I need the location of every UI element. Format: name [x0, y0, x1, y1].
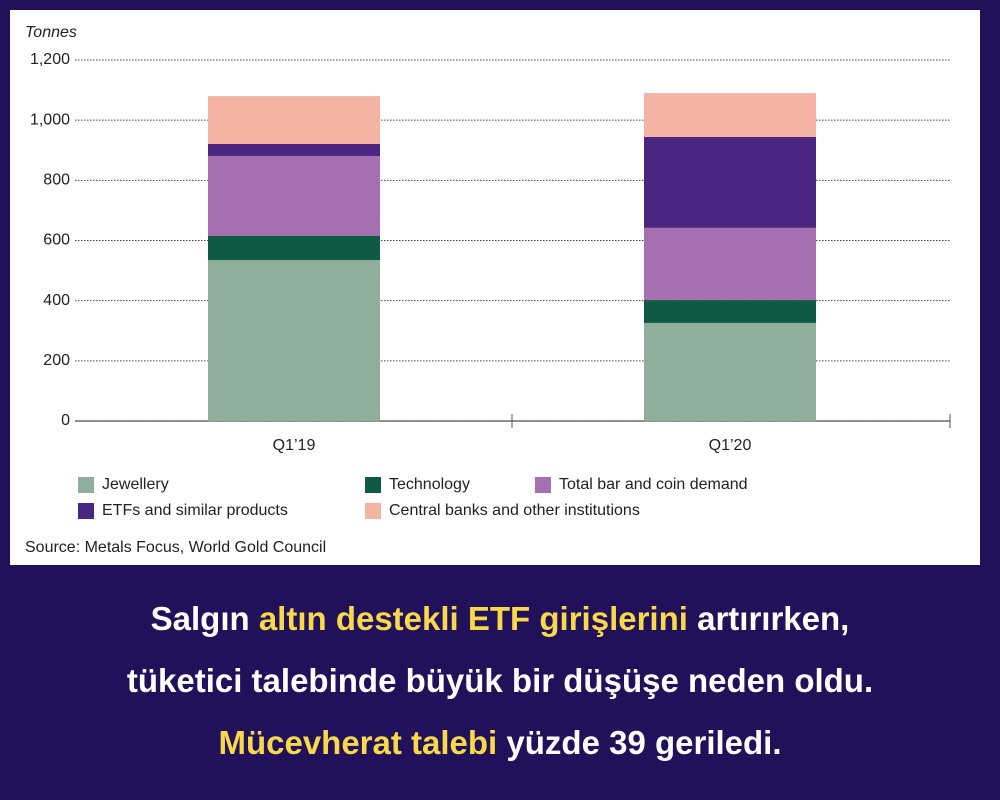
caption-run: altın destekli ETF girişlerini [258, 600, 688, 637]
legend-label: ETFs and similar products [102, 502, 288, 519]
legend-swatch [365, 477, 381, 493]
bar-segment [644, 137, 816, 228]
bar-segment [208, 143, 380, 156]
legend-label: Central banks and other institutions [389, 502, 640, 519]
caption-line: tüketici talebinde büyük bir düşüşe nede… [0, 650, 1000, 712]
y-tick-label: 800 [43, 172, 70, 189]
chart: Tonnes Source: Metals Focus, World Gold … [10, 10, 980, 565]
bar-segment [644, 93, 816, 138]
legend-swatch [78, 503, 94, 519]
y-tick-label: 1,000 [30, 111, 70, 128]
y-tick-label: 400 [43, 292, 70, 309]
y-tick-label: 200 [43, 352, 70, 369]
legend-swatch [365, 503, 381, 519]
legend-label: Total bar and coin demand [559, 476, 748, 493]
y-tick-label: 1,200 [30, 51, 70, 68]
bar-segment [644, 322, 816, 421]
source: Source: Metals Focus, World Gold Council [25, 539, 326, 556]
caption-run: yüzde 39 geriledi. [497, 724, 782, 761]
legend-swatch [78, 477, 94, 493]
caption-run: Salgın [150, 600, 259, 637]
caption-run: artırırken, [687, 600, 850, 637]
bar-segment [644, 300, 816, 323]
y-axis-label: Tonnes [25, 24, 77, 41]
bar-segment [208, 235, 380, 261]
caption-run: tüketici talebinde büyük bir düşüşe nede… [126, 662, 874, 699]
y-tick-label: 600 [43, 232, 70, 249]
y-tick-label: 0 [61, 412, 70, 429]
bar-segment [208, 96, 380, 144]
bar-segment [644, 227, 816, 301]
x-tick-label: Q1’20 [709, 437, 752, 454]
x-tick-label: Q1’19 [273, 437, 316, 454]
caption-line: Salgın altın destekli ETF girişlerini ar… [0, 588, 1000, 650]
caption-run: Mücevherat talebi [218, 724, 498, 761]
caption: Salgın altın destekli ETF girişlerini ar… [0, 588, 1000, 774]
chart-panel [10, 10, 980, 565]
legend-label: Jewellery [102, 476, 169, 493]
legend-label: Technology [389, 476, 470, 493]
legend-swatch [535, 477, 551, 493]
bar-segment [208, 260, 380, 421]
bar-segment [208, 155, 380, 236]
caption-line: Mücevherat talebi yüzde 39 geriledi. [0, 712, 1000, 774]
